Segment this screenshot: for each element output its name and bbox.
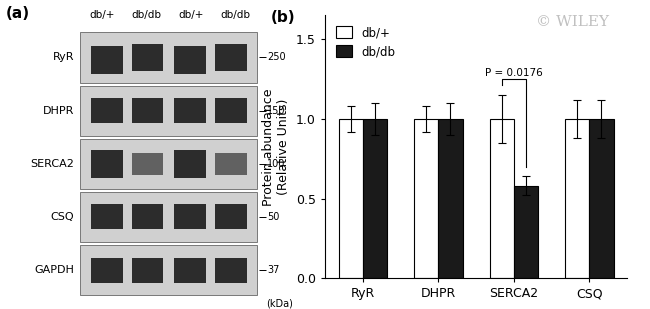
Bar — [174, 205, 206, 229]
Bar — [438, 119, 463, 278]
Text: GAPDH: GAPDH — [34, 265, 74, 275]
Text: db/db: db/db — [131, 10, 162, 20]
Y-axis label: Protein abundance
(Relative Units): Protein abundance (Relative Units) — [263, 88, 291, 205]
Bar — [174, 257, 206, 282]
Bar — [91, 98, 123, 123]
Bar — [131, 153, 163, 175]
Bar — [215, 44, 247, 71]
Text: (a): (a) — [6, 6, 30, 21]
Bar — [215, 153, 247, 175]
Bar — [414, 119, 438, 278]
Text: 250: 250 — [267, 53, 286, 62]
Bar — [91, 257, 123, 282]
Text: 150: 150 — [267, 106, 286, 116]
Text: db/+: db/+ — [90, 10, 115, 20]
Legend: db/+, db/db: db/+, db/db — [331, 21, 400, 63]
Text: 50: 50 — [267, 212, 280, 222]
Bar — [131, 257, 163, 282]
Text: © WILEY: © WILEY — [536, 15, 608, 29]
Text: CSQ: CSQ — [51, 212, 74, 222]
Bar — [80, 245, 257, 295]
Bar — [91, 46, 123, 74]
Bar — [363, 119, 387, 278]
Text: (kDa): (kDa) — [266, 298, 293, 308]
Text: 100: 100 — [267, 159, 286, 169]
Text: db/+: db/+ — [178, 10, 203, 20]
Bar — [215, 98, 247, 123]
Text: DHPR: DHPR — [43, 106, 74, 116]
Bar — [131, 44, 163, 71]
Bar — [131, 205, 163, 229]
Bar — [215, 205, 247, 229]
Bar — [514, 186, 538, 278]
Bar — [566, 119, 590, 278]
Bar — [174, 150, 206, 178]
Text: 37: 37 — [267, 265, 280, 275]
Bar — [174, 46, 206, 74]
Text: (b): (b) — [270, 10, 295, 25]
Bar — [590, 119, 614, 278]
Bar — [80, 86, 257, 136]
Bar — [80, 192, 257, 242]
Bar — [215, 257, 247, 282]
Bar — [80, 32, 257, 83]
Text: RyR: RyR — [53, 53, 74, 62]
Bar — [174, 98, 206, 123]
Text: db/db: db/db — [220, 10, 250, 20]
Bar — [489, 119, 514, 278]
Bar — [91, 150, 123, 178]
Text: SERCA2: SERCA2 — [31, 159, 74, 169]
Bar — [339, 119, 363, 278]
Text: P = 0.0176: P = 0.0176 — [485, 68, 543, 78]
Bar — [131, 98, 163, 123]
Bar — [91, 205, 123, 229]
Bar — [80, 139, 257, 189]
